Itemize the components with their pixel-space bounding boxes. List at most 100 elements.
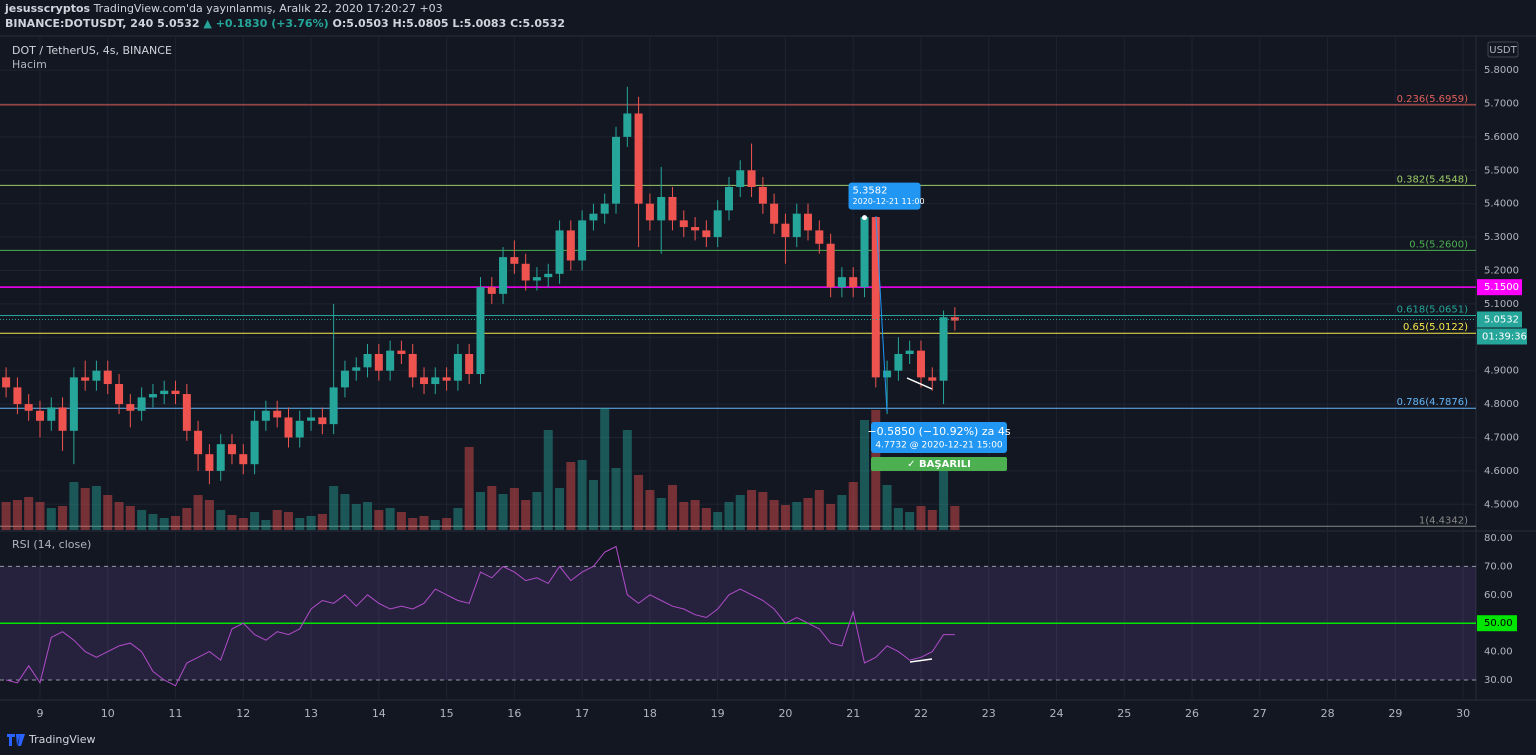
y-tick-label: 80.00 [1484, 533, 1513, 544]
volume-bar [905, 512, 915, 530]
volume-bar [769, 500, 779, 530]
volume-bar [351, 504, 361, 530]
x-tick-label: 21 [846, 707, 860, 720]
volume-bar [566, 462, 576, 530]
candle-body [679, 220, 688, 228]
candle-body [521, 263, 530, 281]
candle-body [216, 444, 225, 471]
candle-body [137, 397, 146, 411]
hline-label: 5.1500 [1484, 282, 1519, 293]
candle-body [465, 353, 474, 375]
hline-label-box [1477, 279, 1522, 296]
volume-bar [419, 516, 429, 530]
candle-body [171, 390, 180, 395]
volume-bar [408, 518, 418, 530]
volume-bar [125, 506, 135, 530]
volume-bar [148, 514, 158, 530]
y-tick-label: 4.9000 [1484, 366, 1519, 377]
volume-bar [667, 485, 677, 530]
candle-body [13, 387, 22, 405]
fib-label: 0.5(5.2600) [1409, 239, 1468, 250]
volume-bar [690, 500, 700, 530]
candle-body [273, 410, 282, 418]
brand-logo [7, 734, 25, 746]
peak-value: 5.3582 [853, 186, 888, 197]
volume-bar [521, 500, 531, 530]
candle-body [668, 196, 677, 221]
candle-body [804, 213, 813, 231]
y-tick-label: 40.00 [1484, 647, 1513, 658]
volume-bar [893, 508, 903, 530]
status: ✓ BAŞARILI [907, 459, 971, 470]
candle-body [510, 257, 519, 264]
volume-bar [747, 490, 757, 530]
y-tick-label: 4.6000 [1484, 466, 1519, 477]
candle-body [916, 350, 925, 378]
header-change: ▲ +0.1830 (+3.76%) [203, 17, 328, 30]
candle-body [747, 170, 756, 187]
y-tick-label: 4.7000 [1484, 432, 1519, 443]
measure: −0.5850 (−10.92%) za 4s 4.7732 @ 2020-12… [867, 215, 1011, 471]
candle-body [623, 113, 632, 137]
volume-bar [939, 470, 949, 530]
volume-bar [498, 494, 508, 530]
candle-body [566, 230, 575, 261]
candle-body [849, 277, 858, 288]
currency: USDT [1489, 45, 1517, 56]
chart-title: DOT / TetherUS, 4s, BINANCE [12, 44, 172, 57]
candle-body [329, 387, 338, 425]
candle-body [928, 377, 937, 381]
candle-body [126, 404, 135, 411]
x-tick-label: 17 [575, 707, 589, 720]
candle-body [58, 407, 67, 431]
volume-bar [250, 512, 260, 530]
volume-label: Hacim [12, 58, 47, 71]
volume-bar [532, 492, 542, 530]
x-tick-label: 25 [1117, 707, 1131, 720]
x-tick-label: 30 [1456, 707, 1470, 720]
candle-body [657, 196, 666, 221]
x-tick-label: 14 [372, 707, 386, 720]
fib-label: 0.382(5.4548) [1397, 174, 1469, 185]
brand: TradingView [7, 733, 95, 746]
volume-bar [826, 504, 836, 530]
volume-bar [927, 510, 937, 530]
volume-bar [950, 506, 960, 530]
volume-bar [724, 502, 734, 530]
volume-bar [780, 505, 790, 530]
fib-label: 0.65(5.0122) [1403, 322, 1468, 333]
candle-body [92, 370, 101, 381]
candle-body [250, 420, 259, 465]
midline-label: 50.00 [1484, 618, 1513, 629]
candle-body [284, 417, 293, 438]
volume-bar [611, 468, 621, 530]
volume-bar [509, 488, 519, 530]
volume-bar [1, 502, 11, 530]
x-tick-label: 20 [778, 707, 792, 720]
volume-bar [600, 408, 610, 530]
candle-body [442, 377, 451, 381]
volume-bar [634, 475, 644, 530]
volume-bar [555, 488, 565, 530]
volume-bar [656, 498, 666, 530]
measure-box [871, 422, 1007, 453]
candle-body [905, 350, 914, 354]
last-price: 5.0532 [1484, 315, 1519, 326]
candle-body [645, 203, 654, 221]
candle-body [205, 454, 214, 471]
candle-body [555, 230, 564, 274]
candle-body [103, 370, 112, 385]
fib-label: 1(4.4342) [1419, 515, 1468, 526]
candle-body [420, 377, 429, 385]
header-line-1: jesusscryptos TradingView.com'da yayınla… [4, 2, 443, 15]
candle-body [397, 350, 406, 354]
volume-bar [103, 495, 113, 530]
volume-bar [91, 486, 101, 530]
volume-bar [837, 495, 847, 530]
volume-bar [227, 515, 237, 530]
volume-bar [622, 430, 632, 530]
fib-label: 0.786(4.7876) [1397, 397, 1469, 408]
y-tick-label: 5.7000 [1484, 98, 1519, 109]
volume-bar [814, 490, 824, 530]
